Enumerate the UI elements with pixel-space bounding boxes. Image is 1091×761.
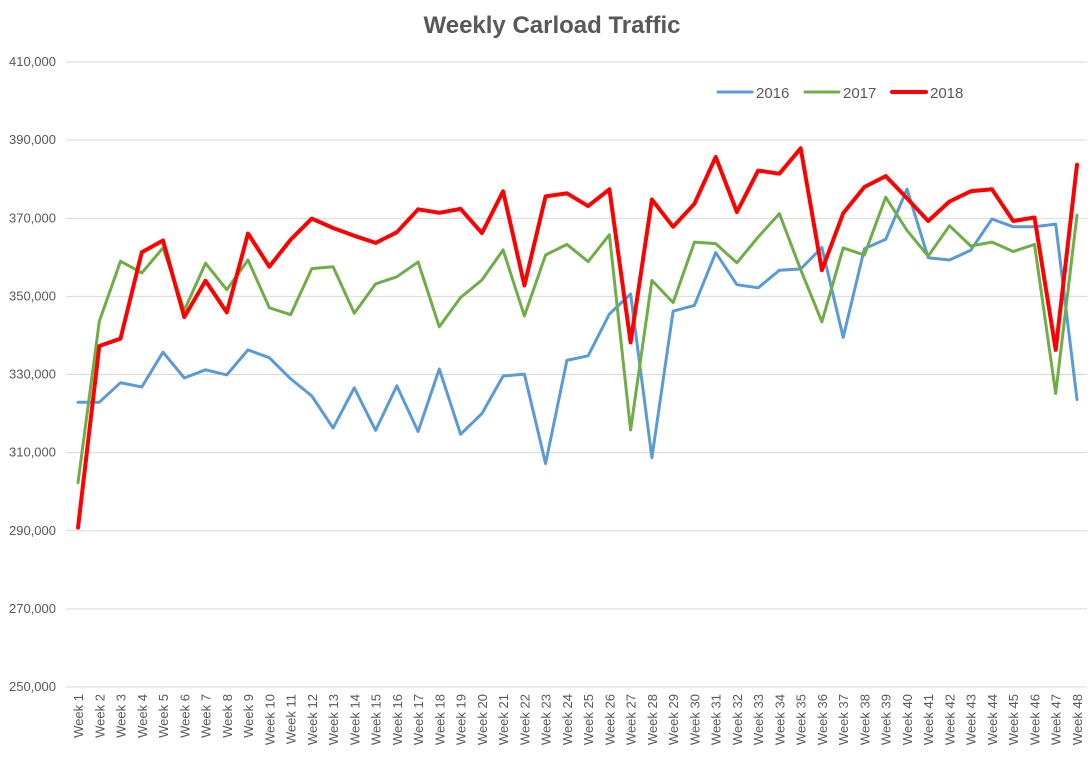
series-lines — [76, 146, 1079, 530]
x-tick-label: Week 3 — [114, 694, 129, 738]
x-tick-label: Week 31 — [709, 694, 724, 745]
x-tick-label: Week 17 — [411, 694, 426, 745]
gridlines — [66, 61, 1087, 688]
x-tick-label: Week 24 — [560, 694, 575, 745]
x-tick-label: Week 28 — [645, 694, 660, 745]
x-tick-label: Week 22 — [517, 694, 532, 745]
x-tick-label: Week 38 — [857, 694, 872, 745]
x-tick-label: Week 11 — [284, 694, 299, 744]
x-tick-label: Week 12 — [305, 694, 320, 745]
x-tick-label: Week 5 — [156, 694, 171, 738]
x-tick-label: Week 18 — [432, 694, 447, 745]
x-tick-label: Week 32 — [730, 694, 745, 745]
x-tick-label: Week 19 — [454, 694, 469, 745]
x-tick-label: Week 13 — [326, 694, 341, 745]
x-tick-label: Week 23 — [539, 694, 554, 745]
y-tick-label: 270,000 — [9, 601, 56, 616]
x-tick-label: Week 26 — [602, 694, 617, 745]
y-tick-label: 310,000 — [9, 445, 56, 460]
x-tick-label: Week 45 — [1006, 694, 1021, 745]
x-tick-label: Week 39 — [879, 694, 894, 745]
x-tick-label: Week 20 — [475, 694, 490, 745]
legend-label-2016: 2016 — [756, 85, 789, 102]
x-tick-label: Week 30 — [687, 694, 702, 745]
x-tick-label: Week 40 — [900, 694, 915, 745]
series-line-2018 — [76, 146, 1079, 530]
x-tick-label: Week 41 — [921, 694, 936, 745]
x-tick-label: Week 37 — [836, 694, 851, 745]
y-tick-label: 290,000 — [9, 523, 56, 538]
x-tick-label: Week 6 — [177, 694, 192, 738]
x-tick-label: Week 25 — [581, 694, 596, 745]
x-tick-label: Week 48 — [1070, 694, 1085, 745]
x-tick-label: Week 27 — [624, 694, 639, 745]
x-tick-label: Week 10 — [262, 694, 277, 745]
y-tick-label: 350,000 — [9, 288, 56, 303]
legend-label-2018: 2018 — [930, 85, 963, 102]
x-tick-label: Week 47 — [1049, 694, 1064, 745]
x-tick-label: Week 46 — [1027, 694, 1042, 745]
x-tick-label: Week 42 — [942, 694, 957, 745]
x-tick-label: Week 36 — [815, 694, 830, 745]
series-line-2016 — [76, 187, 1079, 466]
y-axis-ticks: 250,000 270,000 290,000 310,000 330,000 350,0… — [9, 54, 56, 694]
x-axis-ticks: Week 1 Week 2 Week 3 Week 4 Week 5 Week 6 Week… — [71, 694, 1085, 745]
x-tick-label: Week 8 — [220, 694, 235, 738]
legend: 2016 2017 2018 — [716, 85, 963, 102]
x-tick-label: Week 4 — [135, 694, 150, 738]
x-tick-label: Week 14 — [347, 694, 362, 745]
y-tick-label: 410,000 — [9, 54, 56, 69]
x-tick-label: Week 33 — [751, 694, 766, 745]
legend-label-2017: 2017 — [843, 85, 876, 102]
chart-title: Weekly Carload Traffic — [424, 12, 681, 39]
x-tick-label: Week 21 — [496, 694, 511, 745]
x-tick-label: Week 15 — [369, 694, 384, 745]
x-tick-label: Week 1 — [71, 694, 86, 738]
x-tick-label: Week 16 — [390, 694, 405, 745]
x-tick-label: Week 9 — [241, 694, 256, 738]
y-tick-label: 370,000 — [9, 210, 56, 225]
y-tick-label: 330,000 — [9, 367, 56, 382]
x-tick-label: Week 2 — [92, 694, 107, 738]
series-line-2017 — [76, 195, 1079, 485]
x-tick-label: Week 7 — [199, 694, 214, 738]
x-tick-label: Week 34 — [772, 694, 787, 745]
x-tick-label: Week 44 — [985, 694, 1000, 745]
x-tick-label: Week 35 — [794, 694, 809, 745]
y-tick-label: 250,000 — [9, 679, 56, 694]
x-tick-label: Week 29 — [666, 694, 681, 745]
x-tick-label: Week 43 — [964, 694, 979, 745]
y-tick-label: 390,000 — [9, 132, 56, 147]
